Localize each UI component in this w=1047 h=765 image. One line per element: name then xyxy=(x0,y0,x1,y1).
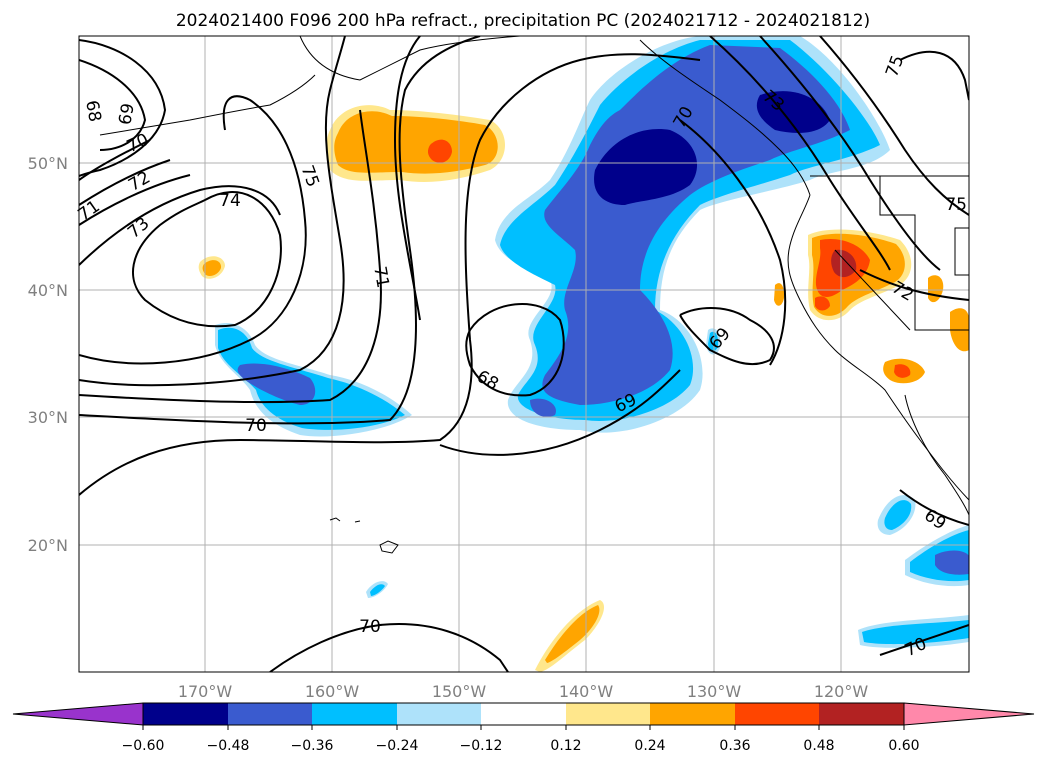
lat-label: 30°N xyxy=(28,408,68,427)
colorbar-segment xyxy=(650,703,735,725)
precip-region-california-darkred xyxy=(831,249,857,278)
contour-line-69-trough xyxy=(439,369,681,456)
map-frame xyxy=(78,35,970,673)
lon-label: 170°W xyxy=(178,682,233,701)
contour-label: 68 xyxy=(81,99,104,124)
contour-label: 70 xyxy=(359,617,381,637)
colorbar-segment xyxy=(735,703,819,725)
lat-label: 50°N xyxy=(28,154,68,173)
colorbar-segment xyxy=(397,703,481,725)
precip-region-northeast-blue xyxy=(542,45,850,405)
colorbar-tick-label: −0.24 xyxy=(376,738,419,754)
colorbar-outline xyxy=(142,702,905,726)
contour-label: 74 xyxy=(219,191,241,211)
precip-region-small-cyan xyxy=(708,331,719,352)
precip-region-small-orange xyxy=(202,260,222,276)
coastline-baja xyxy=(904,394,969,516)
lat-label: 40°N xyxy=(28,281,68,300)
colorbar-tick-label: 0.60 xyxy=(888,738,919,754)
colorbar-segment xyxy=(819,703,904,725)
contour-line-72-northwest xyxy=(79,174,191,226)
colorbar-segment xyxy=(566,703,650,725)
contour-line-70-southeast xyxy=(879,624,969,656)
colorbar-tick-label: −0.48 xyxy=(207,738,250,754)
colorbar-segment xyxy=(143,703,228,725)
contour-line-72-east xyxy=(709,36,891,271)
contour-line-73-east xyxy=(759,36,941,271)
colorbar-tick-label: −0.60 xyxy=(122,738,165,754)
refract-contours xyxy=(79,36,969,672)
colorbar-arrow-low xyxy=(12,702,144,726)
colorbar-tick-label: 0.12 xyxy=(550,738,581,754)
precip-region-bottom-right-cyan xyxy=(862,620,969,645)
contour-line-70-northwest xyxy=(79,139,151,181)
contour-line-75-ridge xyxy=(132,191,282,328)
precip-region-west-cyan xyxy=(218,327,405,430)
lat-label: 20°N xyxy=(28,536,68,555)
contour-line-73-ridge xyxy=(79,95,307,365)
contour-line-74-east xyxy=(819,36,969,216)
contour-label: 71 xyxy=(369,265,392,290)
precip-region-south-blue-patch xyxy=(530,398,556,417)
contour-line-71-northwest xyxy=(79,159,171,206)
gridlines xyxy=(79,36,969,672)
map-title: 2024021400 F096 200 hPa refract., precip… xyxy=(176,11,870,31)
colorbar-tick-label: 0.48 xyxy=(803,738,834,754)
contour-line-69-southeast xyxy=(899,489,969,526)
lon-label: 140°W xyxy=(559,682,614,701)
contour-line-69-central xyxy=(79,53,701,496)
lon-label: 130°W xyxy=(687,682,742,701)
precip-region-west-blue xyxy=(237,363,316,405)
precip-region-southeast-cyan xyxy=(884,500,912,530)
contour-line-70-ridge xyxy=(79,36,481,425)
colorbar-ticks xyxy=(142,725,905,730)
precip-region-baja-red xyxy=(894,364,911,378)
contour-line-72-ridge xyxy=(79,36,346,387)
colorbar-tick-label: −0.36 xyxy=(291,738,334,754)
coastlines xyxy=(99,36,969,554)
colorbar-segment xyxy=(228,703,312,725)
precip-region-north-central-orange xyxy=(334,111,498,174)
contour-line-68-northwest xyxy=(79,59,147,151)
precip-region-small-orange-2 xyxy=(774,283,785,306)
lon-label: 150°W xyxy=(432,682,487,701)
contour-line-71-central xyxy=(393,36,421,321)
precip-region-north-central-red xyxy=(427,139,452,163)
contour-line-74-northwest xyxy=(79,185,281,266)
precip-region-small-south-red xyxy=(815,296,830,311)
lon-label: 160°W xyxy=(305,682,360,701)
colorbar-segment xyxy=(481,703,566,725)
contour-line-72-california xyxy=(859,269,969,301)
colorbar-tick-label: 0.36 xyxy=(719,738,750,754)
colorbar-tick-label: 0.24 xyxy=(634,738,665,754)
latitude-labels: 50°N 40°N 30°N 20°N xyxy=(28,154,68,555)
contour-line-68-trough xyxy=(465,303,565,397)
precip-region-far-southeast-blue xyxy=(935,550,969,575)
precip-region-northeast-navy xyxy=(594,129,698,205)
coastline-west-us xyxy=(787,194,969,501)
longitude-labels: 170°W 160°W 150°W 140°W 130°W 120°W xyxy=(178,682,869,701)
colorbar-tick-label: −0.12 xyxy=(460,738,503,754)
colorbar-segment xyxy=(312,703,397,725)
precip-region-hawaii-cyan xyxy=(370,584,385,596)
colorbar: −0.60 −0.48 −0.36 −0.24 −0.12 0.12 0.24 … xyxy=(12,702,1035,754)
coastline-hawaii xyxy=(329,517,399,554)
contour-line-70-south xyxy=(269,623,509,672)
contour-label: 69 xyxy=(115,102,138,127)
colorbar-arrow-high xyxy=(903,702,1035,726)
coastline-bc-panhandle xyxy=(639,39,811,196)
contour-line-71-ridge xyxy=(79,109,382,404)
lon-label: 120°W xyxy=(814,682,869,701)
precip-fill-layer xyxy=(198,36,969,672)
contour-label: 75 xyxy=(945,195,967,215)
contour-label: 70 xyxy=(245,416,267,436)
border-states xyxy=(834,176,969,331)
contour-line-70-east xyxy=(679,119,787,366)
contour-line-69-east xyxy=(679,307,775,366)
